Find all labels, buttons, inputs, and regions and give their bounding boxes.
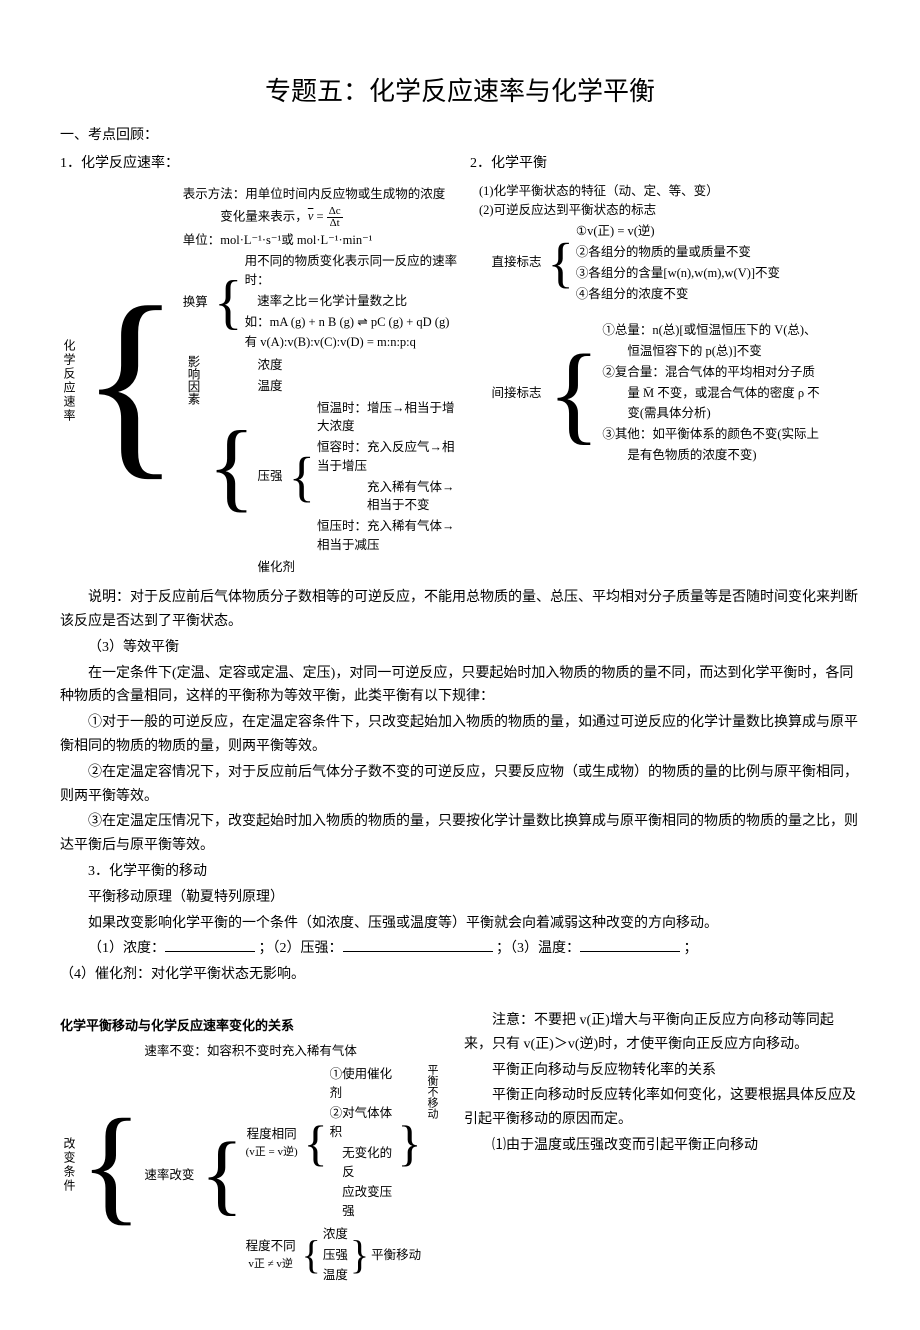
bottom-root: 改变条件 — [60, 1137, 78, 1193]
indirect-line: ③其他：如平衡体系的颜色不变(实际上 — [602, 425, 819, 444]
direct-line: ②各组分的物质的量或质量不变 — [576, 243, 780, 262]
direct-line: ①v(正) = v(逆) — [576, 222, 780, 241]
indirect-line: ①总量：n(总)[或恒温恒压下的 V(总)、 — [602, 321, 819, 340]
bd-line: 压强 — [323, 1246, 348, 1265]
factor-line: 温度 — [258, 377, 459, 396]
factors-label: 影响因素 — [183, 355, 206, 577]
rate-diagram: 化学反应速率 表示方法：用单位时间内反应物或生成物的浓度 变化量来表示，v = … — [60, 182, 459, 581]
note-para: 注意：不要把 v(正)增大与平衡向正反应方向移动等同起来，只有 v(正)＞v(逆… — [464, 1009, 860, 1057]
press-line: 恒温时：增压→相当于增大浓度 — [317, 399, 459, 437]
direct-line: ③各组分的含量[w(n),w(m),w(V)]不变 — [576, 264, 780, 283]
bottom-diag-title: 化学平衡移动与化学反应速率变化的关系 — [60, 1015, 444, 1037]
conv-line: 有 v(A):v(B):v(C):v(D) = m:n:p:q — [245, 333, 459, 352]
rate-root-label: 化学反应速率 — [60, 339, 78, 423]
conv-line: 如：mA (g) + n B (g) ⇌ pC (g) + qD (g) — [245, 313, 459, 332]
indirect-line: ②复合量：混合气体的平均相对分子质 — [602, 363, 819, 382]
fill-line: （1）浓度： ；（2）压强： ；（3）温度： ； — [60, 937, 860, 961]
bd-same: 程度相同 (v正 = v逆) — [246, 1064, 302, 1222]
press-line: 充入稀有气体→相当于不变 — [317, 478, 459, 516]
body-subhead: （3）等效平衡 — [60, 636, 860, 660]
bd-result: 平衡移动 — [371, 1224, 425, 1286]
press-label: 压强 — [258, 398, 287, 556]
press-line: 恒压时：充入稀有气体→相当于减压 — [317, 517, 459, 555]
indirect-line: 量 M̄ 不变，或混合气体的密度 ρ 不 — [602, 384, 819, 403]
body-para: 说明：对于反应前后气体物质分子数相等的可逆反应，不能用总物质的量、总压、平均相对… — [60, 586, 860, 634]
bd-diff: 程度不同 v正 ≠ v逆 — [246, 1224, 300, 1286]
bd-line: 浓度 — [323, 1225, 348, 1244]
body-para: 在一定条件下(定温、定容或定温、定压)，对同一可逆反应，只要起始时加入物质的物质… — [60, 662, 860, 710]
body-para: ③在定温定压情况下，改变起始时加入物质的物质的量，只要按化学计量数比换算成与原平… — [60, 810, 860, 858]
note-head: 平衡正向移动与反应物转化率的关系 — [464, 1059, 860, 1083]
body-para: 如果改变影响化学平衡的一个条件（如浓度、压强或温度等）平衡就会向着减弱这种改变的… — [60, 912, 860, 936]
left-subtitle: 1．化学反应速率： — [60, 152, 450, 176]
bd-line: 应改变压强 — [330, 1183, 396, 1221]
note-para: ⑴由于温度或压强改变而引起平衡正向移动 — [464, 1134, 860, 1158]
body-para: （4）催化剂：对化学平衡状态无影响。 — [60, 963, 860, 987]
direct-line: ④各组分的浓度不变 — [576, 285, 780, 304]
bd-line: 温度 — [323, 1266, 348, 1285]
indirect-line: 变(需具体分析) — [602, 404, 819, 423]
blank-field[interactable] — [343, 937, 493, 952]
indirect-line: 恒温恒容下的 p(总)]不变 — [602, 342, 819, 361]
body-para: ②在定温定容情况下，对于反应前后气体分子数不变的可逆反应，只要反应物（或生成物）… — [60, 761, 860, 809]
indirect-label: 间接标志 — [492, 320, 546, 465]
right-subtitle: 2．化学平衡 — [470, 152, 860, 176]
bd-result: 平衡不移动 — [424, 1064, 445, 1222]
body-para: 平衡移动原理（勒夏特列原理） — [60, 886, 860, 910]
section-head: 一、考点回顾： — [60, 124, 860, 148]
page-title: 专题五：化学反应速率与化学平衡 — [60, 70, 860, 114]
bd-line: 速率不变：如容积不变时充入稀有气体 — [144, 1042, 444, 1061]
press-line: 恒容时：充入反应气→相当于增压 — [317, 438, 459, 476]
bd-line: 无变化的反 — [330, 1144, 396, 1182]
rate-line: 表示方法：用单位时间内反应物或生成物的浓度 — [183, 185, 459, 204]
conv-line: 用不同的物质变化表示同一反应的速率时： — [245, 252, 459, 290]
equilibrium-diagram: (1)化学平衡状态的特征（动、定、等、变） (2)可逆反应达到平衡状态的标志 直… — [479, 182, 860, 581]
factor-line: 催化剂 — [258, 558, 459, 577]
note-para: 平衡正向移动时反应转化率如何变化，这要根据具体反应及引起平衡移动的原因而定。 — [464, 1084, 860, 1132]
bd-line: ②对气体体积 — [330, 1104, 396, 1142]
rate-line: 变化量来表示，v = ΔcΔt — [183, 206, 459, 229]
bd-line: ①使用催化剂 — [330, 1065, 396, 1103]
conv-label: 换算 — [183, 251, 212, 353]
blank-field[interactable] — [580, 937, 680, 952]
eq-head: (1)化学平衡状态的特征（动、定、等、变） — [479, 182, 860, 201]
direct-label: 直接标志 — [492, 221, 546, 304]
body-para: ①对于一般的可逆反应，在定温定容条件下，只改变起始加入物质的物质的量，如通过可逆… — [60, 711, 860, 759]
bd-change-label: 速率改变 — [144, 1063, 198, 1287]
indirect-line: 是有色物质的浓度不变) — [602, 446, 819, 465]
rate-unit: 单位：mol·L⁻¹·s⁻¹或 mol·L⁻¹·min⁻¹ — [183, 231, 459, 250]
eq-head: (2)可逆反应达到平衡状态的标志 — [479, 201, 860, 220]
conv-line: 速率之比＝化学计量数之比 — [245, 292, 459, 311]
blank-field[interactable] — [165, 937, 255, 952]
factor-line: 浓度 — [258, 356, 459, 375]
body-subhead: 3．化学平衡的移动 — [60, 860, 860, 884]
